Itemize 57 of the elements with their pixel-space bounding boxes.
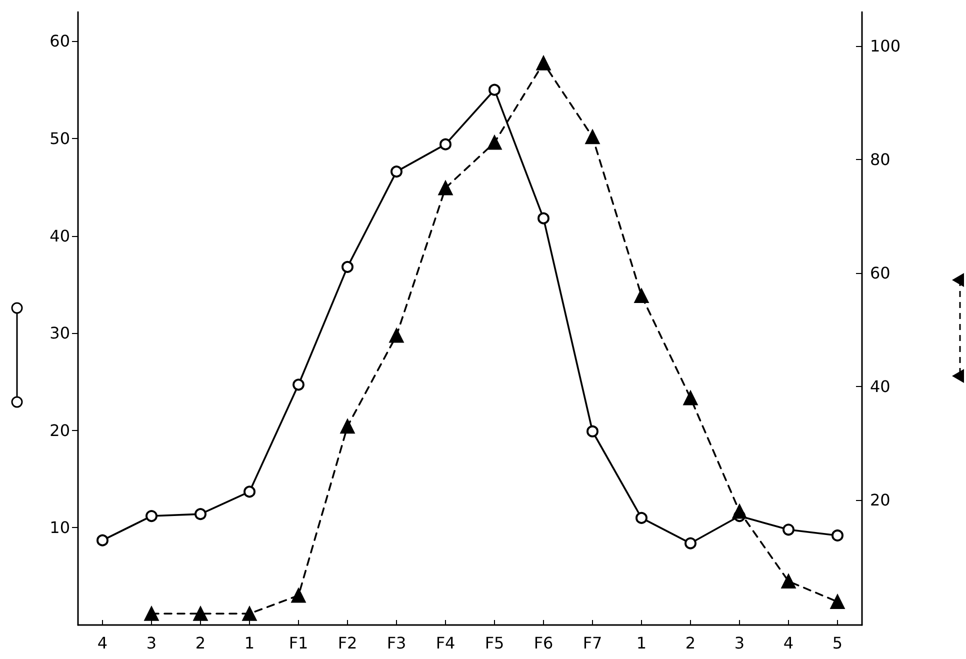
- y2-tick-label: 80: [870, 150, 890, 170]
- x-tick-label: 4: [783, 634, 794, 652]
- y-tick-label: 60: [50, 32, 70, 51]
- point: [781, 574, 796, 589]
- x-tick-label: 2: [685, 634, 696, 652]
- point: [832, 529, 844, 542]
- y-tick-label: 20: [50, 420, 70, 440]
- point: [340, 419, 355, 434]
- x-tick-label: F6: [534, 634, 554, 652]
- point: [146, 510, 158, 522]
- point: [193, 606, 208, 621]
- x-tick-label: 1: [244, 634, 255, 652]
- x-tick-label: 3: [734, 634, 745, 652]
- x-tick-label: 2: [195, 634, 206, 652]
- x-tick-label: F5: [484, 634, 504, 652]
- point: [194, 508, 206, 520]
- point: [291, 588, 306, 603]
- y-tick-label: 40: [50, 226, 70, 246]
- point: [538, 212, 550, 224]
- point: [684, 537, 696, 550]
- point: [488, 84, 500, 96]
- y2-tick-label: 40: [870, 377, 890, 396]
- x-tick-label: F7: [582, 634, 602, 652]
- y2-tick-label: 60: [870, 264, 890, 283]
- x-tick-label: 4: [97, 634, 108, 652]
- x-tick-label: F4: [436, 634, 456, 652]
- point: [438, 180, 453, 196]
- point: [585, 130, 600, 144]
- point: [636, 512, 648, 524]
- point: [634, 288, 649, 304]
- y-tick-label: 50: [50, 128, 70, 148]
- point: [390, 166, 402, 178]
- x-tick-label: F1: [288, 634, 308, 652]
- point: [782, 524, 794, 536]
- point: [830, 594, 845, 609]
- y2-tick-label: 100: [870, 36, 901, 56]
- x-tick-label: 3: [146, 634, 157, 652]
- point: [440, 138, 452, 150]
- point: [292, 378, 304, 391]
- x-tick-label: F3: [386, 634, 406, 652]
- x-tick-label: F2: [338, 634, 358, 652]
- point: [342, 260, 354, 273]
- y-tick-label: 10: [50, 518, 70, 538]
- point: [586, 425, 598, 438]
- point: [732, 504, 747, 519]
- point: [242, 606, 257, 621]
- x-tick-label: 1: [636, 634, 647, 652]
- point: [244, 486, 256, 498]
- point: [96, 534, 108, 546]
- x-tick-label: 5: [832, 634, 843, 652]
- point: [536, 56, 551, 70]
- point: [144, 606, 159, 621]
- y2-tick-label: 20: [870, 490, 890, 510]
- y-tick-label: 30: [50, 324, 70, 343]
- point: [683, 390, 698, 406]
- point: [389, 328, 404, 343]
- point: [487, 135, 502, 150]
